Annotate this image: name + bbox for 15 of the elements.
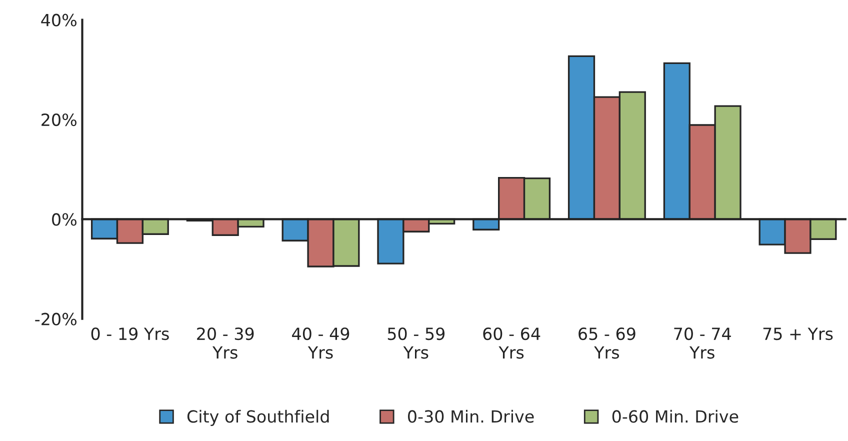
- x-tick-label: 0 - 19 Yrs: [91, 327, 169, 340]
- y-tick-label: 20%: [42, 113, 76, 126]
- legend-label: 0-30 Min. Drive: [408, 410, 534, 423]
- x-tick-label: 75 + Yrs: [763, 328, 833, 340]
- x-tick-label: 60 - 64 Yrs: [483, 327, 540, 359]
- x-tick-label: 50 - 59 Yrs: [388, 327, 444, 359]
- x-tick-label: 20 - 39 Yrs: [197, 327, 254, 359]
- x-tick-label: 40 - 49 Yrs: [292, 327, 350, 359]
- y-tick-label: -20%: [35, 312, 76, 326]
- x-tick-label: 70 - 74 Yrs: [674, 327, 731, 359]
- y-tick-label: 0%: [52, 213, 76, 226]
- y-tick-label: 40%: [41, 14, 76, 26]
- legend-label: City of Southfield: [187, 410, 329, 426]
- legend-label: 0-60 Min. Drive: [612, 410, 738, 423]
- x-tick-label: 65 - 69 Yrs: [578, 327, 636, 359]
